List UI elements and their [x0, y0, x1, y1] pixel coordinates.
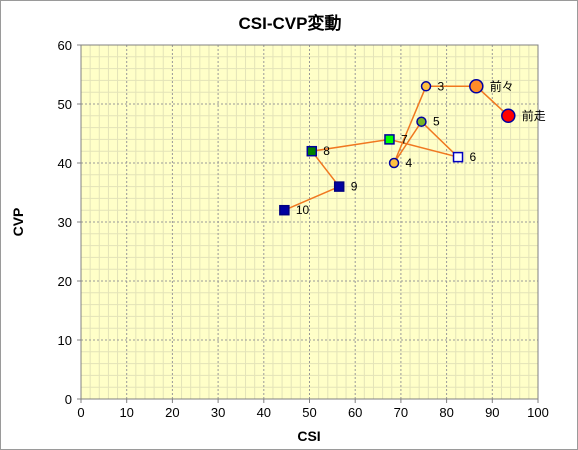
x-axis-label: CSI: [297, 428, 320, 444]
data-point-marker: [306, 145, 318, 157]
data-point-label: 5: [433, 115, 440, 129]
y-axis-label: CVP: [10, 208, 26, 237]
y-tick-label: 40: [58, 156, 72, 171]
x-tick-label: 0: [77, 405, 84, 420]
data-point-marker: [388, 157, 400, 169]
data-point-label: 6: [470, 150, 477, 164]
data-point-marker: [416, 116, 427, 127]
data-point-label: 前々: [490, 78, 514, 93]
data-point-marker: [501, 108, 516, 124]
x-tick-label: 50: [302, 405, 316, 420]
y-tick-label: 50: [58, 97, 72, 112]
chart-title: CSI-CVP変動: [239, 13, 342, 33]
x-tick-label: 80: [439, 405, 453, 420]
data-point-label: 7: [401, 132, 408, 146]
data-point-label: 10: [296, 203, 310, 217]
y-tick-label: 10: [58, 333, 72, 348]
data-point-label: 3: [438, 79, 445, 93]
x-tick-label: 10: [119, 405, 133, 420]
data-point-marker: [279, 204, 290, 216]
y-tick-label: 30: [58, 215, 72, 230]
x-tick-label: 60: [348, 405, 362, 420]
y-tick-label: 20: [58, 274, 72, 289]
x-tick-label: 20: [165, 405, 179, 420]
x-tick-label: 100: [527, 405, 549, 420]
x-tick-label: 90: [485, 405, 499, 420]
data-point-marker: [384, 134, 395, 145]
data-point-label: 前走: [522, 108, 546, 123]
x-tick-label: 40: [257, 405, 271, 420]
series-line: [284, 85, 509, 211]
y-tick-label: 0: [65, 392, 72, 407]
data-point-marker: [333, 181, 345, 192]
data-point-label: 8: [323, 144, 330, 158]
data-point-marker: [420, 81, 432, 92]
data-point-marker: [452, 151, 464, 163]
x-tick-label: 70: [394, 405, 408, 420]
data-point-marker: [469, 79, 484, 94]
data-point-label: 9: [351, 180, 358, 194]
x-tick-label: 30: [211, 405, 225, 420]
data-point-label: 4: [406, 156, 413, 170]
y-tick-label: 60: [58, 38, 72, 53]
